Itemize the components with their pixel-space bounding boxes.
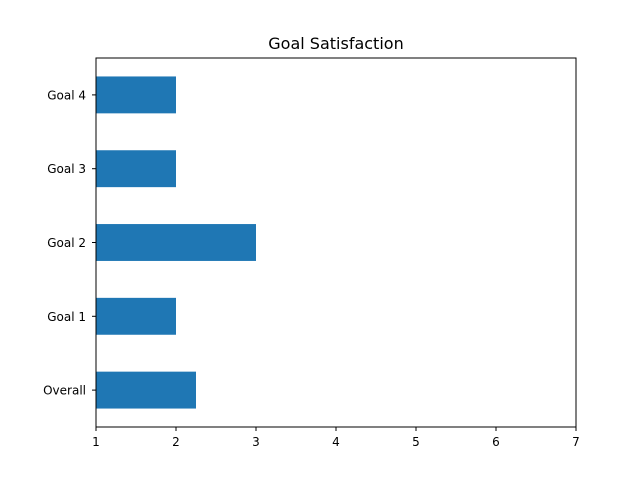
x-tick-label-6: 6 xyxy=(492,435,500,449)
bar-goal-2 xyxy=(96,224,256,261)
bar-goal-1 xyxy=(96,297,176,335)
bar-goal-3 xyxy=(96,150,176,188)
bar-overall xyxy=(96,371,196,409)
bar-goal-4 xyxy=(96,76,176,114)
x-tick-label-4: 4 xyxy=(332,435,340,449)
y-tick-label-goal-3: Goal 3 xyxy=(47,162,86,176)
y-tick-label-goal-2: Goal 2 xyxy=(47,236,86,250)
x-tick-label-5: 5 xyxy=(412,435,420,449)
x-tick-label-7: 7 xyxy=(572,435,580,449)
y-tick-label-goal-4: Goal 4 xyxy=(47,88,86,102)
x-axis-ticks: 1 2 3 4 5 6 7 xyxy=(92,427,580,449)
bars-layer xyxy=(96,76,256,409)
plot-area-frame xyxy=(95,57,577,428)
y-tick-label-goal-1: Goal 1 xyxy=(47,310,86,324)
x-tick-label-2: 2 xyxy=(172,435,180,449)
y-tick-label-overall: Overall xyxy=(43,384,86,398)
x-tick-label-1: 1 xyxy=(92,435,100,449)
chart-title: Goal Satisfaction xyxy=(268,34,403,53)
x-tick-label-3: 3 xyxy=(252,435,260,449)
y-axis-ticks: Overall Goal 1 Goal 2 Goal 3 Goal 4 xyxy=(43,88,96,398)
